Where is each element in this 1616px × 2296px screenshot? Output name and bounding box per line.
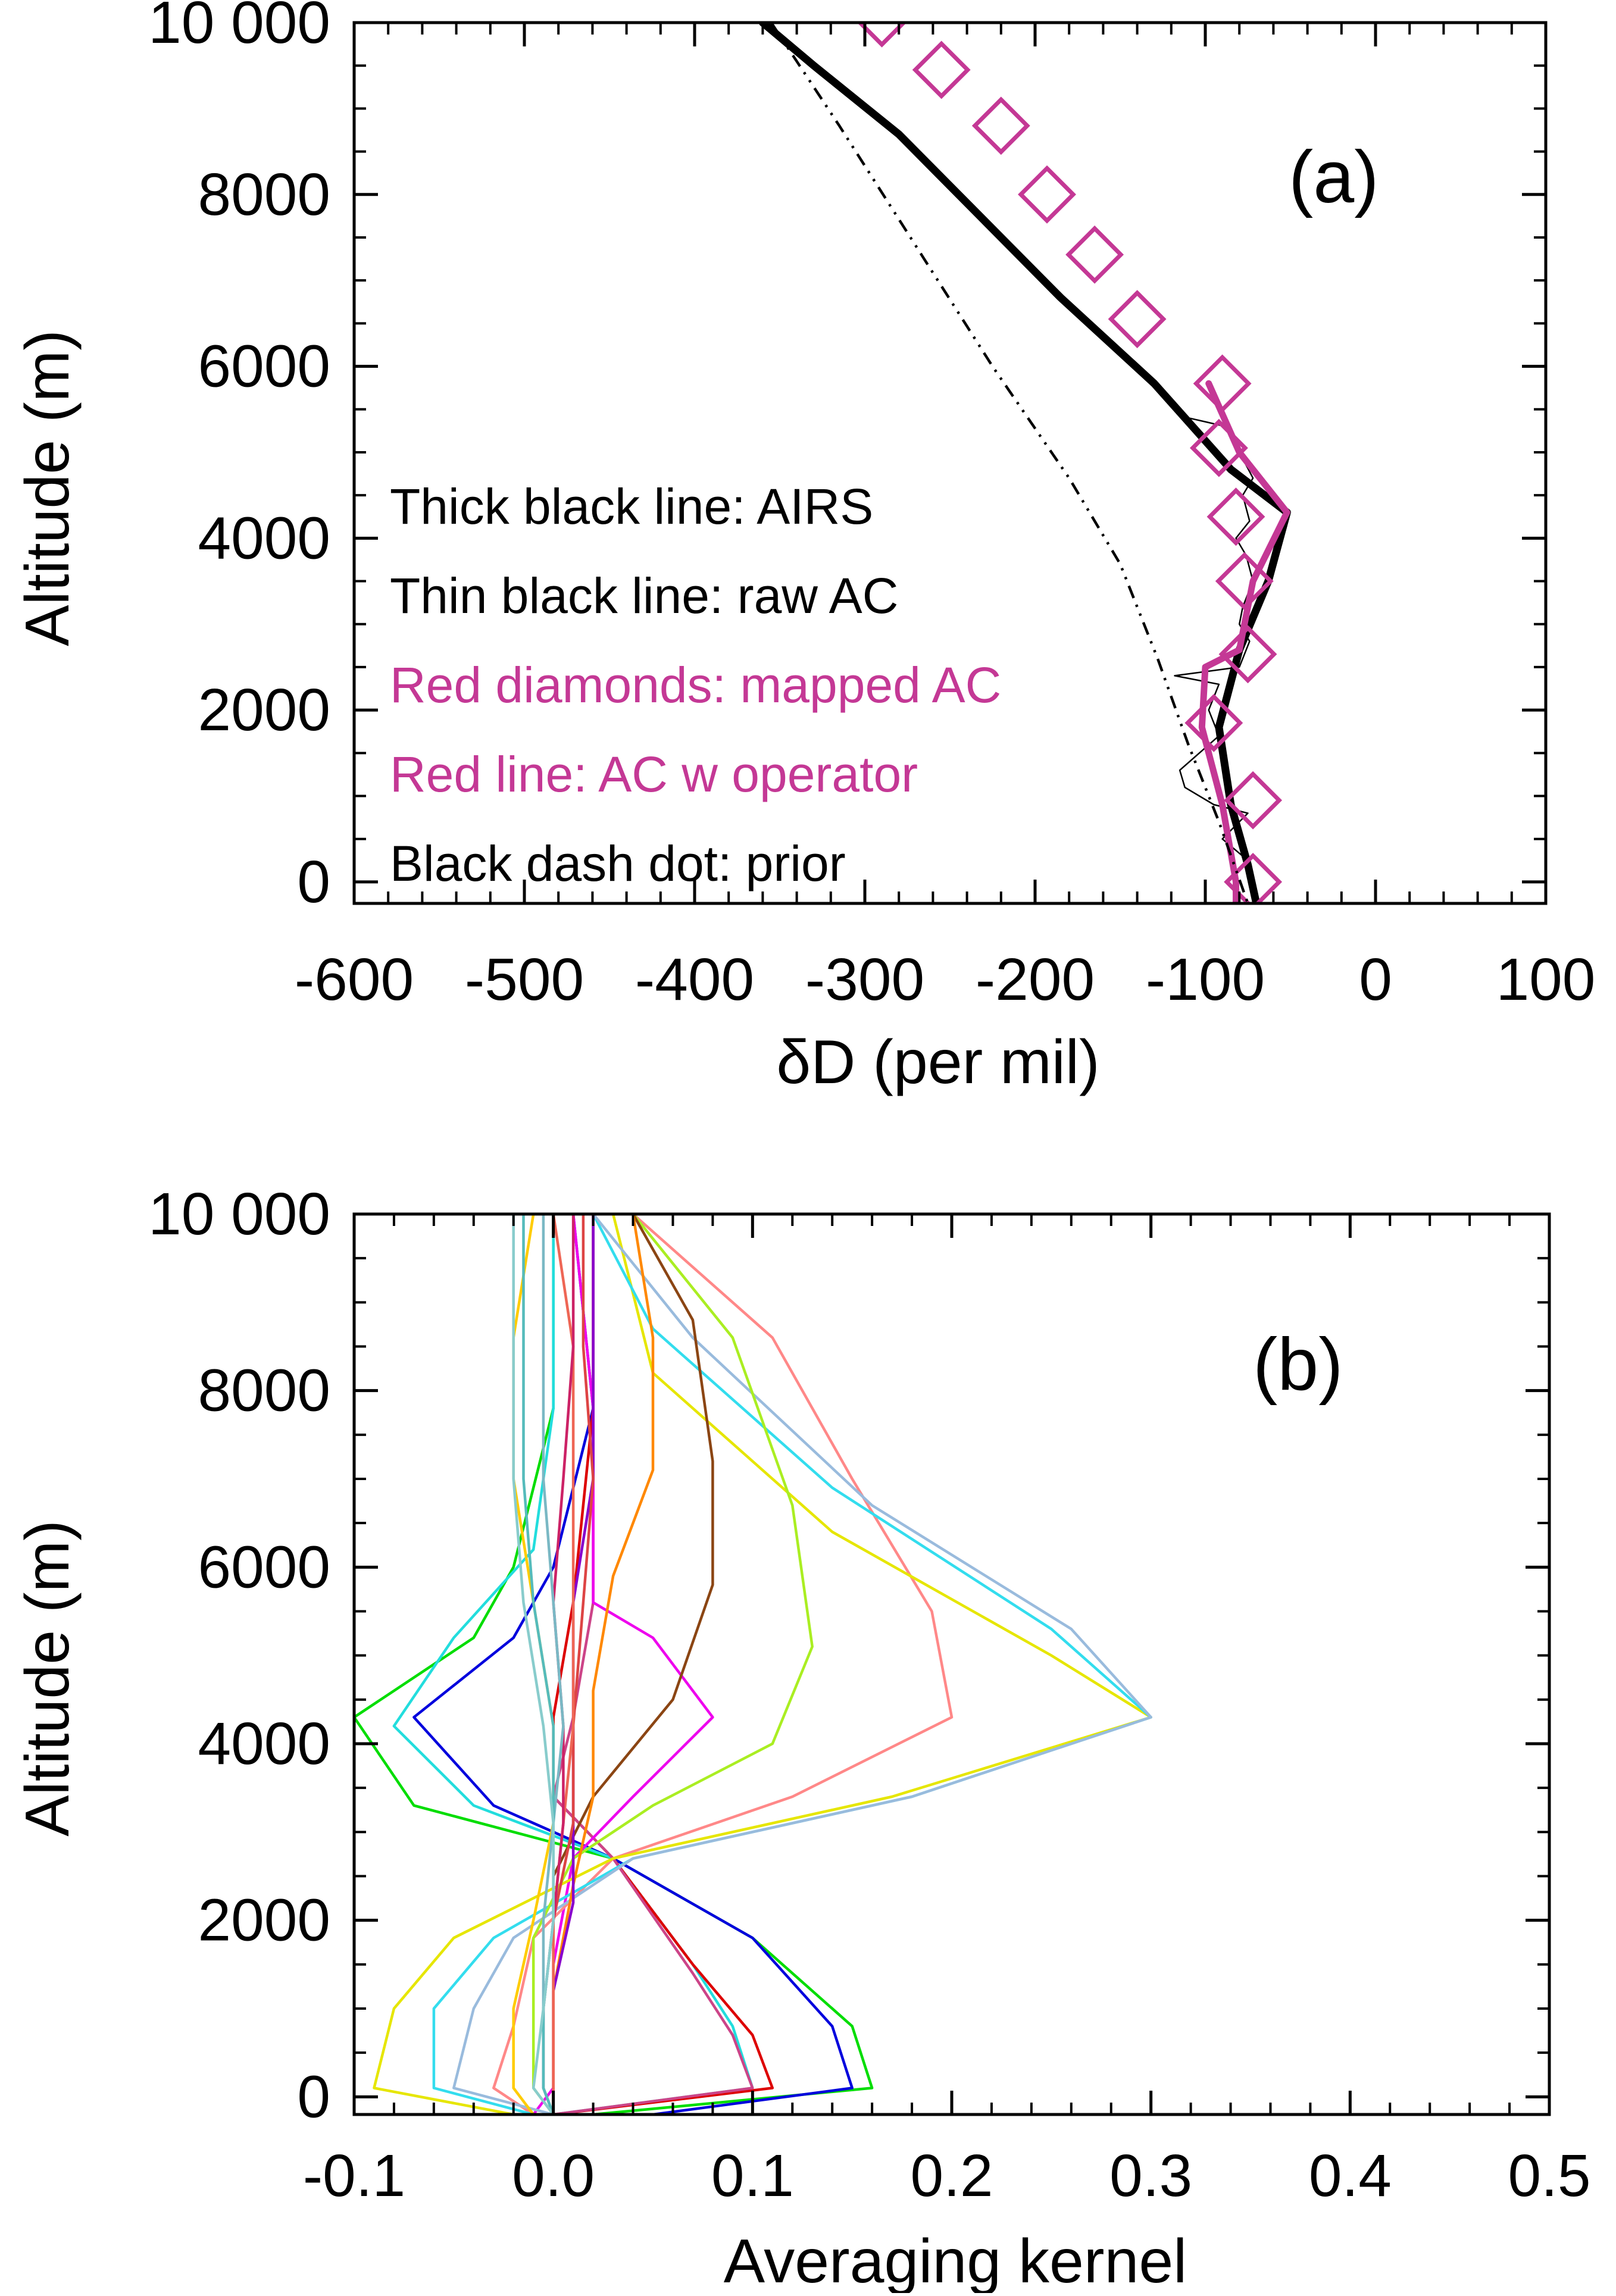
panel-b-plot: -0.1 0.0 0.1 0.2 0.3 0.4 0.5 0 2000 4000 6000 8000 1…	[148, 1181, 1590, 2209]
panel-b-series-6-line	[492, 1214, 954, 2114]
panel-b-ytick-label: 10 000	[148, 1181, 330, 1247]
panel-a-legend-entry: Red diamonds: mapped AC	[390, 657, 1001, 713]
panel-a-ytick-label: 8000	[198, 161, 330, 228]
panel-a-series-2-marker	[857, 23, 907, 48]
panel-a-frame	[352, 21, 1548, 905]
panel-b-series-10-line	[532, 1214, 814, 2114]
panel-a-plot: -600 -500 -400 -300 -200 -100 0 100020004000600…	[148, 0, 1595, 1013]
panel-a-ytick-label: 0	[297, 849, 330, 915]
panel-a-series-2-marker	[912, 40, 971, 99]
panel-a-tag: (a)	[1289, 136, 1379, 218]
panel-b-xtick-label: 0.3	[1109, 2142, 1192, 2209]
panel-b: Altitude (m) Averaging kernel (b)	[13, 1324, 1343, 2296]
panel-b-xtick-label: -0.1	[303, 2142, 405, 2209]
panel-b-series-1-line	[412, 1214, 854, 2114]
panel-a-xtick-label: 0	[1359, 946, 1392, 1013]
panel-b-ytick-label: 6000	[198, 1534, 330, 1600]
panel-b-series-16-line	[552, 1214, 575, 2114]
panel-a-legend-entry: Red line: AC w operator	[390, 746, 918, 802]
panel-a-series-2-marker	[1184, 693, 1243, 752]
panel-a-xlabel: δD (per mil)	[776, 1028, 1099, 1097]
panel-a-series-2-marker	[971, 96, 1030, 155]
panel-b-series-19-line	[522, 1214, 555, 2114]
panel-b-series-group	[354, 1214, 1152, 2114]
panel-b-series-20-line	[512, 1214, 555, 2114]
panel-a-series-0-line	[758, 23, 1291, 903]
panel-b-series-8-line	[432, 1214, 1152, 2114]
panel-b-series-12-line	[552, 1214, 655, 2114]
panel-b-xtick-label: 0.2	[910, 2142, 993, 2209]
panel-a-series-2-marker	[1218, 625, 1277, 684]
panel-b-xtick-label: 0.1	[711, 2142, 794, 2209]
panel-a-xtick-label: -400	[635, 946, 754, 1013]
panel-b-ytick-label: 4000	[198, 1710, 330, 1777]
panel-a-series-2-marker	[1065, 225, 1124, 284]
panel-b-xtick-label: 0.5	[1508, 2142, 1590, 2209]
panel-a-ylabel: Altitude (m)	[13, 330, 82, 646]
panel-b-ytick-label: 0	[297, 2063, 330, 2130]
panel-a-xtick-label: -100	[1146, 946, 1265, 1013]
panel-a-ytick-label: 2000	[198, 677, 330, 743]
panel-b-ytick-label: 8000	[198, 1357, 330, 1424]
panel-b-series-0-line	[354, 1214, 874, 2114]
panel-a-xtick-label: -200	[976, 946, 1095, 1013]
panel-b-ylabel: Altitude (m)	[13, 1520, 82, 1837]
panel-a-series-2-marker	[1018, 165, 1076, 224]
panel-a-xtick-label: -600	[295, 946, 414, 1013]
panel-a-legend-entry: Black dash dot: prior	[390, 836, 846, 892]
panel-a-series-2-marker	[1108, 290, 1167, 349]
panel-b-series-2-line	[392, 1214, 754, 2114]
panel-b-ytick-label: 2000	[198, 1887, 330, 1954]
panel-b-tag: (b)	[1253, 1324, 1343, 1406]
panel-a-series-2-marker	[1193, 354, 1252, 413]
panel-a-xtick-label: 100	[1496, 946, 1596, 1013]
panel-b-series-7-line	[373, 1214, 1152, 2114]
panel-a-series-group	[758, 23, 1291, 903]
panel-b-xtick-label: 0.0	[512, 2142, 595, 2209]
panel-a-legend-entry: Thin black line: raw AC	[390, 568, 898, 624]
panel-a-ytick-label: 10 000	[148, 0, 330, 56]
panel-a-series-2-marker	[1206, 487, 1265, 546]
panel-b-series-9-line	[452, 1214, 1152, 2114]
panel-b-xlabel: Averaging kernel	[724, 2227, 1187, 2293]
panel-a: Altitude (m) δD (per mil) (a)	[13, 136, 1379, 1097]
panel-a-series-2-marker	[1224, 771, 1283, 830]
panel-a-series-3-line	[1198, 380, 1290, 903]
panel-a-series-4-line	[770, 23, 1249, 903]
panel-a-legend: Thick black line: AIRS Thin black line: r…	[390, 478, 1001, 892]
panel-b-xtick-label: 0.4	[1309, 2142, 1392, 2209]
panel-a-xtick-label: -300	[805, 946, 924, 1013]
panel-a-xtick-label: -500	[465, 946, 584, 1013]
panel-a-ytick-label: 4000	[198, 505, 330, 571]
panel-a-legend-entry: Thick black line: AIRS	[390, 478, 873, 534]
panel-a-ytick-label: 6000	[198, 333, 330, 400]
